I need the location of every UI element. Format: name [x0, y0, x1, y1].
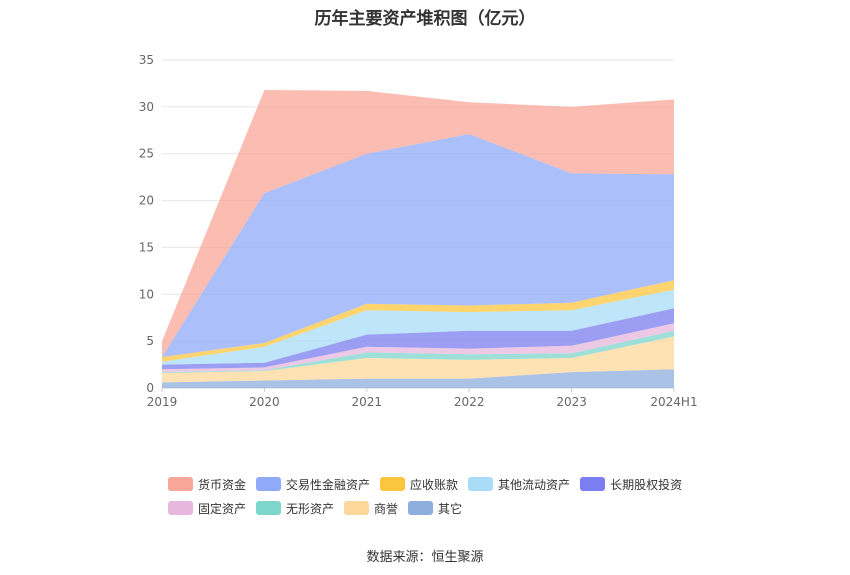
legend-label: 交易性金融资产 [286, 477, 371, 492]
legend-item[interactable]: 固定资产 [168, 500, 246, 517]
y-tick-label: 35 [139, 53, 154, 67]
legend-item[interactable]: 其它 [408, 500, 462, 517]
legend-swatch [344, 501, 370, 515]
legend-swatch [380, 477, 406, 491]
x-axis-ticks: 2019 2020 2021 2022 2023 2024H1 [147, 388, 698, 409]
area-商誉 [162, 336, 674, 383]
legend-label: 无形资产 [286, 501, 335, 516]
legend-item[interactable]: 其他流动资产 [468, 476, 570, 493]
legend-label: 货币资金 [198, 477, 247, 492]
y-tick-label: 20 [139, 194, 154, 208]
y-tick-label: 0 [146, 381, 154, 395]
area-series [162, 90, 674, 388]
legend-label: 商誉 [374, 501, 399, 516]
legend-swatch [468, 477, 494, 491]
stacked-area-chart: 0 5 10 15 20 25 30 35 2019 2020 2021 2022 2023 2024H… [139, 53, 698, 409]
legend-item[interactable]: 货币资金 [168, 476, 246, 493]
x-tick-label: 2024H1 [650, 395, 697, 409]
legend-label: 其他流动资产 [498, 477, 571, 492]
legend-item[interactable]: 商誉 [344, 500, 398, 517]
legend-swatch [256, 501, 282, 515]
legend-row: 货币资金 交易性金融资产 应收账款 其他流动资产 长期股权投资 [168, 472, 728, 496]
legend-item[interactable]: 无形资产 [256, 500, 334, 517]
legend-item[interactable]: 长期股权投资 [580, 476, 682, 493]
x-tick-label: 2019 [147, 395, 178, 409]
y-tick-label: 15 [139, 240, 154, 254]
legend-item[interactable]: 交易性金融资产 [256, 476, 370, 493]
legend-swatch [580, 477, 606, 491]
y-tick-label: 30 [139, 100, 154, 114]
legend-label: 长期股权投资 [610, 477, 683, 492]
area-长期股权投资 [162, 308, 674, 370]
area-交易性金融资产 [162, 134, 674, 358]
legend-swatch [408, 501, 434, 515]
x-tick-label: 2023 [556, 395, 587, 409]
legend-label: 其它 [438, 501, 463, 516]
y-tick-label: 25 [139, 147, 154, 161]
area-货币资金 [162, 90, 674, 358]
area-固定资产 [162, 323, 674, 373]
legend-swatch [168, 501, 193, 515]
legend-row: 固定资产 无形资产 商誉 其它 [168, 496, 728, 520]
legend-label: 固定资产 [198, 501, 247, 516]
y-tick-label: 10 [139, 287, 154, 301]
legend-label: 应收账款 [410, 477, 459, 492]
legend-swatch [256, 477, 282, 491]
legend-swatch [168, 477, 193, 491]
area-其它 [162, 369, 674, 388]
x-tick-label: 2021 [352, 395, 383, 409]
chart-title: 历年主要资产堆积图（亿元） [314, 9, 536, 29]
y-tick-label: 5 [146, 334, 154, 348]
y-axis-ticks: 0 5 10 15 20 25 30 35 [139, 53, 154, 395]
x-tick-label: 2020 [249, 395, 280, 409]
area-其他流动资产 [162, 289, 674, 365]
area-应收账款 [162, 280, 674, 362]
legend: 货币资金 交易性金融资产 应收账款 其他流动资产 长期股权投资固定资产 无形资产 商誉 其它 [168, 472, 728, 520]
source-note: 数据来源：恒生聚源 [366, 550, 484, 565]
x-tick-label: 2022 [454, 395, 485, 409]
legend-item[interactable]: 应收账款 [380, 476, 458, 493]
